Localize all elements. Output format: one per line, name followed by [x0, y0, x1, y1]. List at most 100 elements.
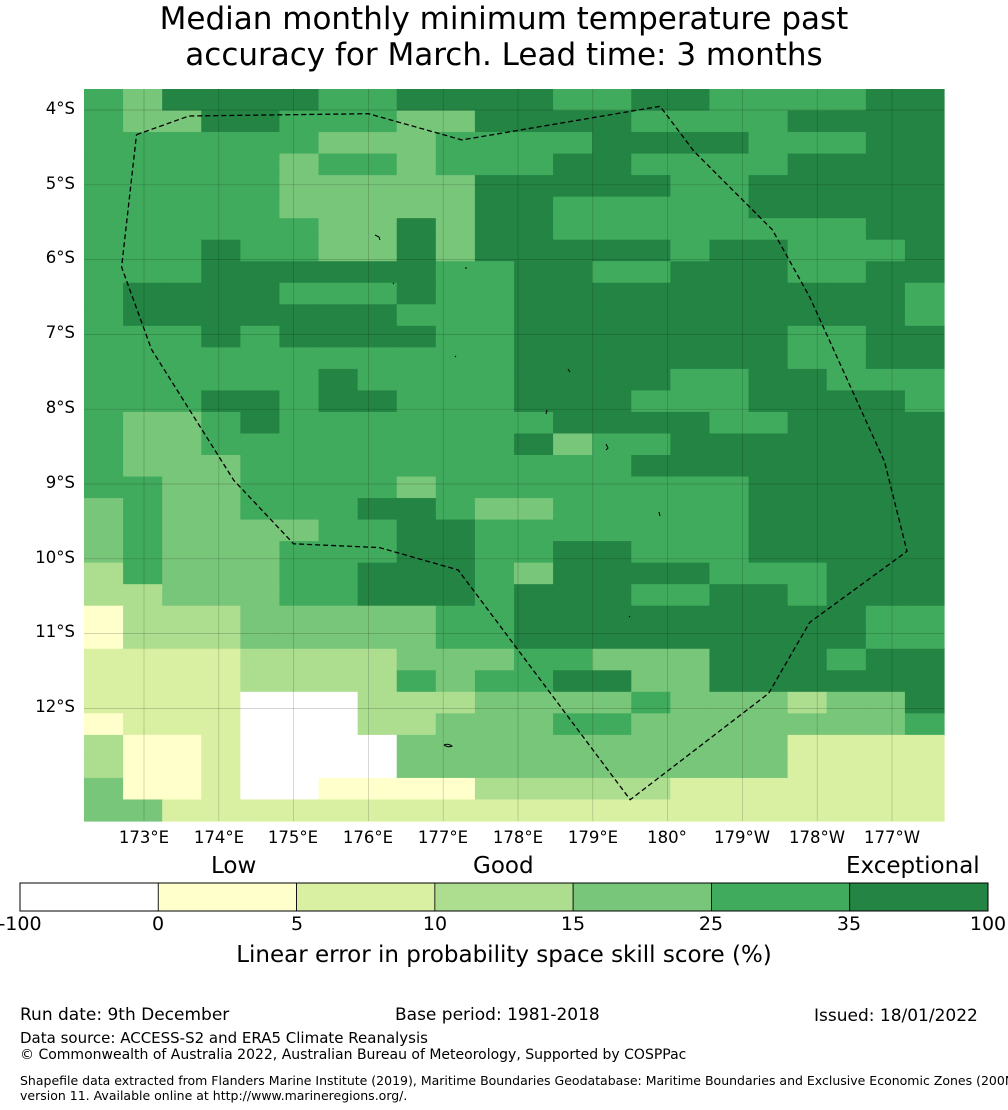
grid-cell [123, 476, 163, 499]
colorbar-tick-label: 35 [836, 913, 862, 935]
grid-cell [357, 519, 398, 542]
grid-cell [865, 691, 906, 714]
grid-cell [357, 713, 398, 736]
grid-cell [474, 325, 515, 348]
grid-cell [84, 347, 124, 370]
grid-cell [84, 691, 124, 714]
grid-cell [826, 519, 867, 542]
grid-cell [865, 670, 906, 693]
grid-cell [123, 648, 163, 671]
grid-cell [787, 89, 828, 112]
grid-cell [670, 627, 711, 650]
grid-cell [357, 562, 398, 585]
grid-cell [904, 390, 945, 413]
grid-cell [709, 282, 750, 305]
lat-label: 4°S [45, 99, 75, 118]
grid-cell [123, 153, 163, 176]
grid-cell [279, 455, 320, 478]
grid-cell [240, 175, 281, 198]
grid-cell [474, 89, 515, 112]
grid-cell [318, 713, 359, 736]
grid-cell [279, 153, 320, 176]
grid-cell [123, 368, 163, 392]
island [567, 368, 571, 373]
grid-cell [318, 89, 359, 112]
colorbar-segment [572, 882, 712, 912]
grid-cell [240, 734, 281, 758]
grid-cell [240, 455, 281, 478]
grid-cell [865, 799, 906, 822]
grid-cell [240, 476, 281, 499]
grid-cell [826, 648, 867, 671]
grid-cell [279, 304, 320, 327]
grid-cell [787, 627, 828, 650]
grid-cell [514, 89, 554, 112]
grid-cell [318, 132, 359, 155]
lon-label: 175°E [267, 828, 319, 847]
grid-cell [787, 411, 828, 435]
grid-cell [904, 691, 945, 714]
grid-cell [201, 261, 241, 284]
grid-cell [435, 476, 476, 499]
grid-cell [553, 239, 593, 262]
grid-cell [670, 196, 711, 219]
grid-cell [553, 433, 593, 456]
grid-cell [84, 411, 124, 435]
grid-cell [670, 304, 711, 327]
grid-cell [84, 368, 124, 392]
grid-cell [553, 799, 593, 822]
grid-cell [787, 347, 828, 370]
grid-cell [826, 175, 867, 198]
grid-cell [279, 734, 320, 758]
grid-cell [318, 627, 359, 650]
grid-cell [279, 433, 320, 456]
grid-cell [84, 476, 124, 499]
grid-cell [748, 691, 789, 714]
grid-cell [553, 153, 593, 176]
island [545, 409, 548, 415]
grid-cell [904, 455, 945, 478]
grid-cell [396, 713, 437, 736]
grid-cell [631, 756, 671, 779]
grid-cell [357, 390, 398, 413]
grid-cell [123, 89, 163, 112]
grid-cell [514, 175, 554, 198]
grid-cell [553, 519, 593, 542]
grid-cell [865, 196, 906, 219]
grid-cell [631, 734, 671, 758]
grid-cell [279, 541, 320, 564]
grid-cell [162, 239, 202, 262]
grid-cell [865, 777, 906, 801]
grid-cell [553, 498, 593, 521]
grid-cell [240, 433, 281, 456]
grid-cell [826, 476, 867, 499]
grid-cell [162, 261, 202, 284]
grid-cell [84, 132, 124, 155]
grid-cell [553, 627, 593, 650]
grid-cell [748, 132, 789, 155]
grid-cell [279, 648, 320, 671]
grid-cell [396, 196, 437, 219]
grid-cell [553, 713, 593, 736]
grid-cell [787, 325, 828, 348]
grid-cell [631, 455, 671, 478]
grid-cell [670, 476, 711, 499]
grid-cell [709, 411, 750, 435]
grid-cell [396, 562, 437, 585]
colorbar-tick-label: 15 [560, 913, 586, 935]
grid-cell [357, 756, 398, 779]
grid-cell [904, 325, 945, 348]
grid-cell [865, 734, 906, 758]
grid-cell [201, 476, 241, 499]
grid-cell [396, 304, 437, 327]
grid-cell [709, 89, 750, 112]
grid-cell [357, 132, 398, 155]
grid-cell [631, 153, 671, 176]
grid-cell [787, 153, 828, 176]
grid-cell [123, 218, 163, 241]
grid-cell [396, 368, 437, 392]
grid-cell [396, 218, 437, 241]
grid-cell [279, 691, 320, 714]
grid-cell [435, 713, 476, 736]
grid-cell [435, 110, 476, 133]
